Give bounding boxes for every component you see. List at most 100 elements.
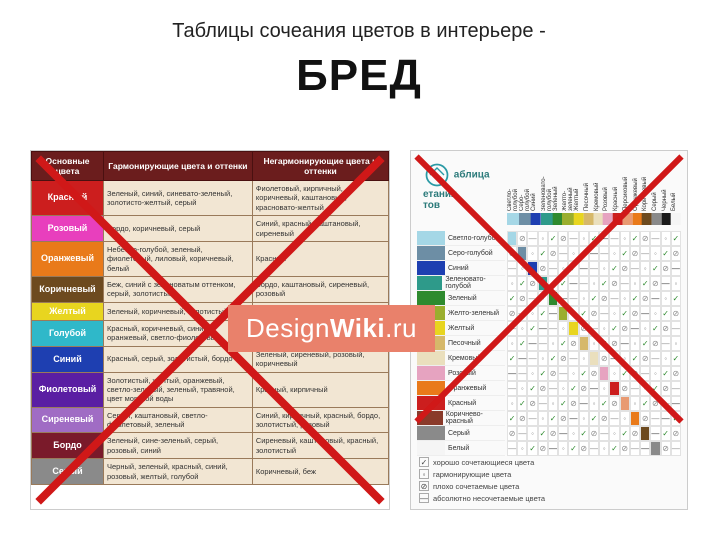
matrix-cell: —	[589, 261, 599, 276]
matrix-cell: ⊘	[620, 321, 630, 336]
matrix-cell: ⊘	[620, 381, 630, 396]
matrix-cell: —	[568, 411, 578, 426]
matrix-cell: ◦	[599, 261, 609, 276]
matrix-cell: ⊘	[630, 246, 640, 261]
matrix-cell: ✓	[568, 261, 578, 276]
matrix-cell: —	[661, 411, 671, 426]
matrix-cell: —	[630, 441, 640, 456]
matrix-row-header: Зеленовато-голубой	[417, 276, 505, 291]
matrix-cell: ⊘	[640, 411, 650, 426]
matrix-cell: ✓	[558, 396, 568, 411]
matrix-cell: ✓	[517, 336, 527, 351]
matrix-cell: —	[527, 336, 537, 351]
matrix-cell: —	[507, 261, 517, 276]
matrix-cell: ◦	[579, 411, 589, 426]
matrix-cell: ⊘	[640, 291, 650, 306]
matrix-cell: —	[589, 441, 599, 456]
th-main: Основные цвета	[32, 152, 104, 181]
table-row: ФиолетовыйЗолотистый, желтый, оранжевый,…	[32, 372, 389, 407]
matrix-col-header: Розовый	[603, 179, 613, 225]
matrix-cell: ✓	[609, 261, 619, 276]
matrix-cell: —	[671, 261, 681, 276]
matrix-cell: ✓	[579, 306, 589, 321]
table-row: СиреневыйСерый, каштановый, светло-фиоле…	[32, 407, 389, 433]
good-cell: Бордо, коричневый, серый	[104, 216, 253, 242]
matrix-cell: ◦	[568, 426, 578, 441]
matrix-cell: ⊘	[661, 261, 671, 276]
matrix-cell: —	[661, 396, 671, 411]
matrix-cell: ✓	[589, 411, 599, 426]
table-row: КоричневыйБеж, синий с зеленоватым оттен…	[32, 277, 389, 303]
matrix-cell: —	[599, 246, 609, 261]
matrix-cell: ✓	[599, 396, 609, 411]
page-title: Таблицы сочеания цветов в интерьере -	[0, 20, 718, 43]
legend-item: ✓хорошо сочетающиеся цвета	[419, 457, 545, 467]
matrix-cell: ◦	[661, 291, 671, 306]
matrix-cell: ✓	[538, 246, 548, 261]
matrix-row-header: Белый	[417, 441, 505, 456]
matrix-cell: ✓	[671, 351, 681, 366]
matrix-cell: ✓	[620, 306, 630, 321]
matrix-cell: ◦	[517, 261, 527, 276]
matrix-cell: —	[548, 306, 558, 321]
matrix-row-header: Зеленый	[417, 291, 505, 306]
bad-cell: Сиреневый, каштановый, красный, золотист…	[252, 433, 388, 459]
th-bad: Негармонирующие цвета и оттенки	[252, 152, 388, 181]
matrix-cell: ✓	[507, 411, 517, 426]
matrix-cell: ⊘	[650, 396, 660, 411]
matrix-cell: ◦	[599, 321, 609, 336]
matrix-cell: —	[609, 291, 619, 306]
matrix-cell	[589, 351, 599, 366]
matrix-cell: ✓	[517, 276, 527, 291]
matrix-cell: ✓	[650, 321, 660, 336]
matrix-legend: ✓хорошо сочетающиеся цвета◦гармонирующие…	[419, 455, 545, 503]
matrix-cell: ◦	[568, 246, 578, 261]
matrix-cell: —	[650, 291, 660, 306]
matrix-cell: ◦	[620, 351, 630, 366]
matrix-cell: ✓	[579, 246, 589, 261]
matrix-cell: —	[640, 366, 650, 381]
matrix-cell: ⊘	[661, 441, 671, 456]
matrix-cell: —	[640, 306, 650, 321]
color-name-cell: Голубой	[32, 321, 104, 347]
matrix-row-header: Красный	[417, 396, 505, 411]
matrix-cell: ✓	[507, 351, 517, 366]
matrix-col-header: Белый	[671, 179, 681, 225]
matrix-grid: ⊘—◦✓⊘—◦✓——◦✓⊘—◦✓⊘◦✓⊘—◦✓——◦✓⊘—◦✓⊘—◦⊘—◦✓——…	[507, 231, 681, 456]
matrix-cell: ✓	[609, 321, 619, 336]
table-row: СерыйЧерный, зеленый, красный, синий, ро…	[32, 459, 389, 485]
bad-cell: Коричневый, беж	[252, 459, 388, 485]
matrix-cell: ⊘	[671, 366, 681, 381]
matrix-cell: ⊘	[579, 441, 589, 456]
matrix-col-header: Светло-голубой	[507, 179, 519, 225]
th-good: Гармонирующие цвета и оттенки	[104, 152, 253, 181]
matrix-cell: ◦	[548, 336, 558, 351]
matrix-cell: —	[517, 306, 527, 321]
matrix-cell: ⊘	[568, 336, 578, 351]
matrix-cell: ◦	[507, 396, 517, 411]
matrix-cell: ✓	[589, 291, 599, 306]
color-name-cell: Бордо	[32, 433, 104, 459]
matrix-cell: ⊘	[650, 336, 660, 351]
matrix-col-header: Зеленый	[553, 179, 563, 225]
matrix-cell: ◦	[527, 426, 537, 441]
matrix-cell: ✓	[620, 246, 630, 261]
matrix-cell: ◦	[630, 276, 640, 291]
matrix-cell: —	[558, 426, 568, 441]
matrix-cell: ◦	[650, 306, 660, 321]
matrix-cell: ⊘	[671, 306, 681, 321]
matrix-cell: —	[538, 321, 548, 336]
matrix-cell: —	[579, 396, 589, 411]
matrix-cell: —	[620, 276, 630, 291]
matrix-cell: ✓	[661, 426, 671, 441]
matrix-cell	[640, 426, 650, 441]
matrix-cell: ✓	[558, 336, 568, 351]
bad-cell: Красный	[252, 241, 388, 276]
matrix-cell: ◦	[620, 291, 630, 306]
matrix-cell: ◦	[630, 396, 640, 411]
matrix-col-header: Песочный	[584, 179, 594, 225]
matrix-cell: ◦	[609, 306, 619, 321]
matrix-cell: —	[579, 261, 589, 276]
matrix-cell: ✓	[630, 291, 640, 306]
matrix-cell: ✓	[538, 426, 548, 441]
